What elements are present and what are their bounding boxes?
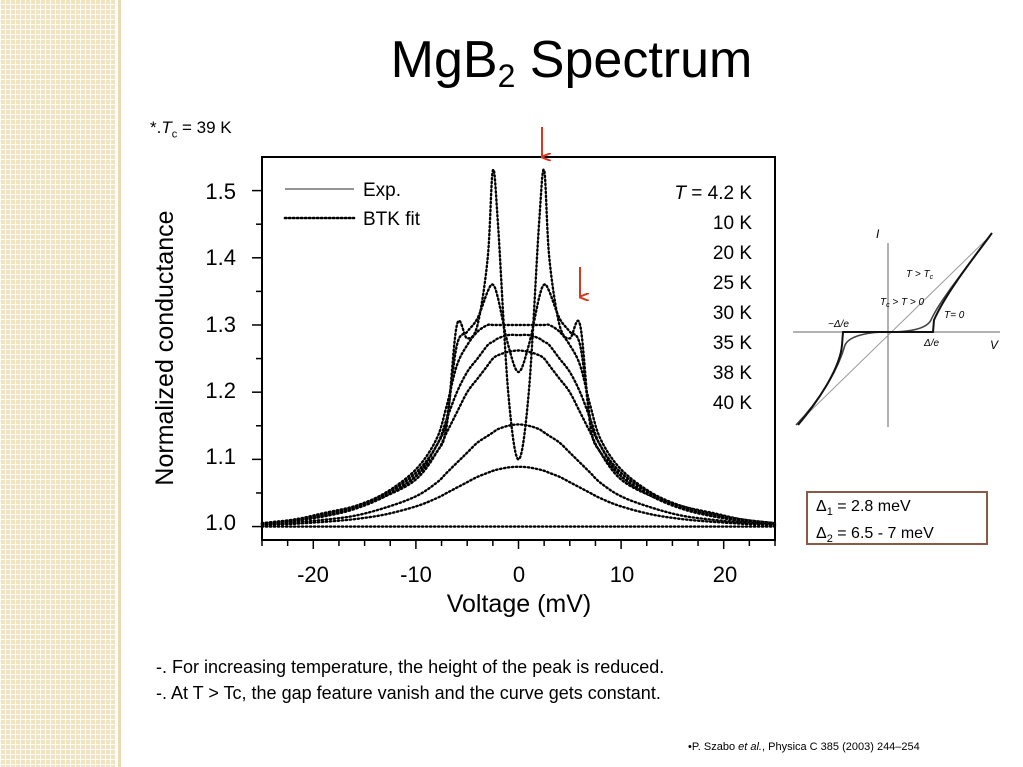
ytick-label: 1.1	[205, 444, 236, 469]
citation-etal: et al.	[738, 741, 762, 753]
temp-label: 40 K	[713, 393, 752, 414]
series-exp-6	[261, 466, 776, 526]
legend-btk-label: BTK fit	[363, 209, 421, 230]
plot-frame	[261, 156, 776, 541]
series-btk-3	[260, 333, 777, 526]
iv-v-label: V	[990, 338, 999, 352]
temp-title-symbol: T	[674, 183, 687, 204]
series-exp-1	[261, 283, 776, 524]
series-exp-4	[261, 349, 776, 525]
ytick-label: 1.3	[205, 312, 236, 337]
conductance-chart: 1.0 1.1 1.2 1.3 1.4 1.5 -20 -10 0 10 20 …	[151, 156, 777, 618]
tc-value: = 39 K	[177, 118, 232, 137]
legend: Exp. BTK fit	[283, 180, 421, 230]
y-axis-label: Normalized conductance	[151, 210, 179, 485]
series-exp-3	[261, 334, 776, 525]
temp-label-4-2K: T = 4.2 K	[674, 183, 752, 204]
temp-label: 25 K	[713, 273, 752, 294]
iv-annot-t-gt-tc: T > Tc	[906, 269, 934, 281]
iv-curve-zero	[797, 232, 993, 426]
legend-exp-label: Exp.	[363, 180, 401, 201]
iv-diagram: I V T > Tc Tc > T > 0 T= 0 −Δ/e Δ/e	[793, 227, 1000, 427]
ytick-label: 1.4	[205, 245, 236, 270]
iv-annot-t-zero: T= 0	[944, 310, 965, 321]
temp-title-rest: = 4.2 K	[686, 183, 752, 204]
series-btk-4	[260, 349, 777, 526]
temp-label: 38 K	[713, 363, 752, 384]
temperature-legend: T = 4.2 K 10 K 20 K 25 K 30 K 35 K 38 K …	[674, 183, 752, 414]
delta2-symbol: Δ	[816, 525, 827, 543]
title-rest: Spectrum	[515, 31, 753, 89]
annot-text: T	[880, 297, 887, 308]
note-line: -. At T > Tc, the gap feature vanish and…	[156, 683, 661, 703]
ytick-label: 1.2	[205, 378, 236, 403]
annot-sub: c	[886, 302, 890, 309]
iv-i-label: I	[876, 227, 880, 241]
side-pattern	[0, 0, 116, 767]
series-btk-2	[260, 323, 777, 525]
annot-sub: c	[930, 274, 934, 281]
title-subscript: 2	[497, 58, 516, 94]
annot-rest: > T > 0	[890, 297, 925, 308]
xtick-labels: -20 -10 0 10 20	[297, 562, 737, 587]
tc-note: *.Tc = 39 K	[150, 118, 232, 140]
ytick-labels: 1.0 1.1 1.2 1.3 1.4 1.5	[205, 179, 236, 535]
delta2-value: = 6.5 - 7 meV	[832, 525, 934, 543]
series-group	[260, 168, 777, 528]
iv-annot-tc-gt-t: Tc > T > 0	[880, 297, 925, 309]
series-btk-0	[260, 168, 777, 525]
series-btk-6	[260, 465, 777, 527]
citation-rest: , Physica C 385 (2003) 244–254	[762, 741, 920, 753]
tc-symbol: T	[161, 118, 172, 137]
notes: -. For increasing temperature, the heigh…	[156, 654, 664, 706]
series-exp-0	[261, 169, 776, 524]
tc-subscript: c	[171, 128, 178, 141]
tc-prefix: *.	[150, 118, 162, 137]
temp-label: 20 K	[713, 243, 752, 264]
xtick-label: -10	[400, 562, 432, 587]
iv-curve-normal	[795, 235, 991, 426]
delta2-sub: 2	[826, 533, 833, 546]
x-axis-label: Voltage (mV)	[447, 590, 592, 618]
temp-label: 10 K	[713, 213, 752, 234]
delta1-symbol: Δ	[816, 498, 827, 515]
title-main: MgB	[390, 31, 498, 89]
xtick-label: 20	[713, 562, 737, 587]
gap-values-box: Δ1 = 2.8 meV Δ2 = 6.5 - 7 meV	[806, 491, 988, 545]
annot-text: T > T	[906, 269, 931, 280]
xtick-label: 10	[610, 562, 634, 587]
delta1-value: = 2.8 meV	[832, 498, 911, 515]
xtick-label: -20	[297, 562, 329, 587]
iv-annot-minus-delta: −Δ/e	[828, 319, 849, 330]
ytick-label: 1.5	[205, 179, 236, 204]
slide-title: MgB2 Spectrum	[120, 30, 1023, 92]
gap-delta2: Δ2 = 6.5 - 7 meV	[816, 523, 986, 550]
delta1-sub: 1	[826, 506, 833, 519]
tick-marks	[252, 189, 776, 549]
side-divider	[118, 0, 121, 767]
series-btk-1	[260, 283, 777, 525]
temp-label: 35 K	[713, 333, 752, 354]
gap-delta1: Δ1 = 2.8 meV	[816, 496, 986, 523]
series-btk-5	[260, 423, 777, 526]
note-line: -. For increasing temperature, the heigh…	[156, 657, 665, 677]
citation-prefix: •P. Szabo	[688, 741, 739, 753]
iv-annot-plus-delta: Δ/e	[923, 338, 939, 349]
ytick-label: 1.0	[205, 510, 236, 535]
temp-label: 30 K	[713, 303, 752, 324]
citation: •P. Szabo et al., Physica C 385 (2003) 2…	[688, 741, 920, 753]
xtick-label: 0	[513, 562, 525, 587]
